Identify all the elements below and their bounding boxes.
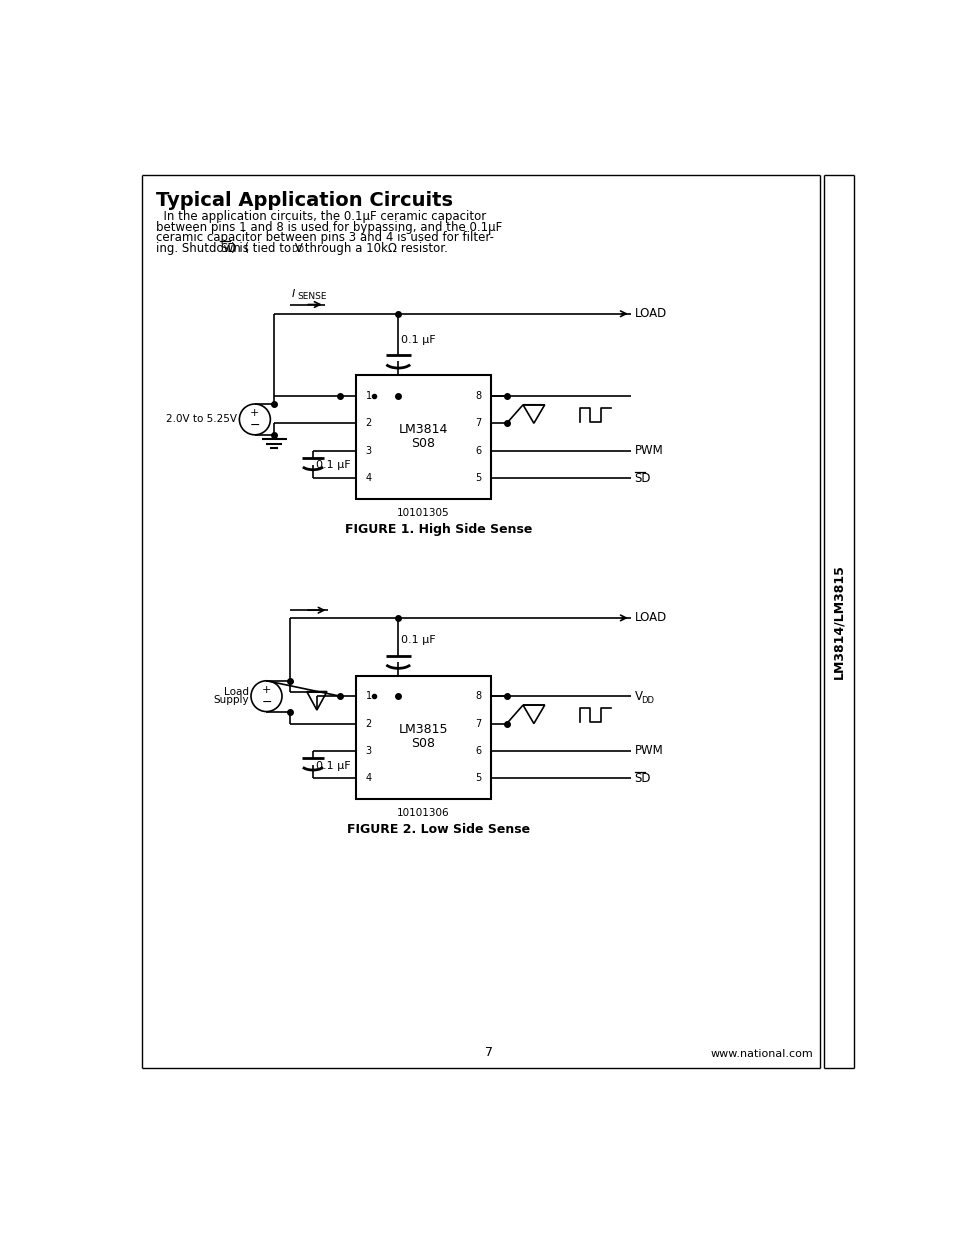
Text: S08: S08 (411, 737, 435, 750)
Text: Typical Application Circuits: Typical Application Circuits (156, 190, 453, 210)
Text: 7: 7 (475, 719, 480, 729)
Text: ceramic capacitor between pins 3 and 4 is used for filter-: ceramic capacitor between pins 3 and 4 i… (156, 231, 494, 245)
Text: FIGURE 2. Low Side Sense: FIGURE 2. Low Side Sense (347, 824, 530, 836)
Text: Load: Load (223, 688, 249, 698)
Text: through a 10kΩ resistor.: through a 10kΩ resistor. (300, 242, 447, 256)
Text: 1: 1 (365, 391, 372, 401)
Text: +: + (250, 409, 259, 419)
Text: SD: SD (634, 772, 651, 784)
Text: 2: 2 (365, 719, 372, 729)
Text: 6: 6 (475, 746, 480, 756)
Text: S08: S08 (411, 437, 435, 450)
Text: 10101305: 10101305 (396, 508, 449, 517)
Text: 3: 3 (365, 746, 372, 756)
Text: LM3815: LM3815 (398, 722, 448, 736)
Text: PWM: PWM (634, 445, 662, 457)
Text: I: I (291, 289, 294, 299)
Text: LOAD: LOAD (634, 611, 666, 625)
Text: ing. Shutdown (: ing. Shutdown ( (156, 242, 250, 256)
Text: www.national.com: www.national.com (710, 1049, 813, 1060)
Text: 4: 4 (365, 473, 372, 483)
Text: 7: 7 (484, 1046, 493, 1060)
Text: SD: SD (634, 472, 651, 484)
Text: 2.0V to 5.25V: 2.0V to 5.25V (166, 415, 236, 425)
Text: 7: 7 (475, 419, 480, 429)
Text: SENSE: SENSE (297, 291, 327, 300)
Text: between pins 1 and 8 is used for bypassing, and the 0.1μF: between pins 1 and 8 is used for bypassi… (156, 221, 502, 233)
Text: V: V (634, 689, 642, 703)
Text: DD: DD (291, 246, 304, 254)
Text: 3: 3 (365, 446, 372, 456)
Text: 1: 1 (365, 692, 372, 701)
Text: Supply: Supply (213, 695, 249, 705)
Text: 0.1 μF: 0.1 μF (401, 335, 436, 345)
Text: −: − (250, 419, 260, 432)
Text: 8: 8 (475, 391, 480, 401)
Text: −: − (261, 695, 272, 709)
Text: 6: 6 (475, 446, 480, 456)
Text: 4: 4 (365, 773, 372, 783)
Text: LM3814: LM3814 (398, 422, 448, 436)
Text: 10101306: 10101306 (396, 808, 449, 818)
Text: In the application circuits, the 0.1μF ceramic capacitor: In the application circuits, the 0.1μF c… (156, 210, 486, 222)
Text: 2: 2 (365, 419, 372, 429)
Text: 5: 5 (475, 473, 480, 483)
Bar (355, 676, 491, 799)
Text: LM3814/LM3815: LM3814/LM3815 (832, 564, 845, 679)
Text: 8: 8 (475, 692, 480, 701)
Text: +: + (261, 685, 271, 695)
Text: PWM: PWM (634, 745, 662, 757)
Text: SD: SD (220, 242, 236, 256)
Text: 0.1 μF: 0.1 μF (401, 635, 436, 645)
Text: FIGURE 1. High Side Sense: FIGURE 1. High Side Sense (345, 524, 532, 536)
Bar (355, 375, 491, 499)
Text: ) is tied to V: ) is tied to V (231, 242, 302, 256)
Text: 5: 5 (475, 773, 480, 783)
Text: 0.1 μF: 0.1 μF (315, 761, 351, 771)
Text: DD: DD (641, 695, 654, 704)
Text: 0.1 μF: 0.1 μF (315, 461, 351, 471)
Text: LOAD: LOAD (634, 308, 666, 320)
